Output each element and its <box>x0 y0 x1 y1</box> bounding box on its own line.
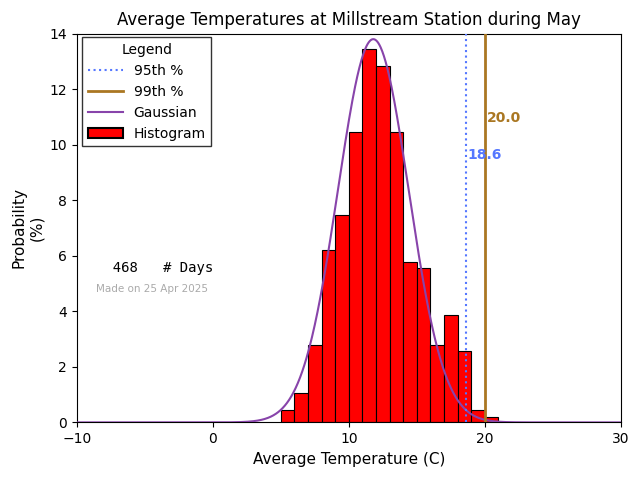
Bar <box>294 393 308 422</box>
Bar <box>458 351 471 422</box>
Legend: 95th %, 99th %, Gaussian, Histogram: 95th %, 99th %, Gaussian, Histogram <box>82 37 211 146</box>
Bar <box>403 262 417 422</box>
Text: 20.0: 20.0 <box>487 111 521 125</box>
Bar <box>444 315 458 422</box>
Text: 468   # Days: 468 # Days <box>96 261 213 275</box>
X-axis label: Average Temperature (C): Average Temperature (C) <box>253 452 445 467</box>
Text: 18.6: 18.6 <box>468 147 502 162</box>
Y-axis label: Probability
(%): Probability (%) <box>12 188 44 268</box>
Bar <box>390 132 403 422</box>
Title: Average Temperatures at Millstream Station during May: Average Temperatures at Millstream Stati… <box>117 11 580 29</box>
Bar <box>471 410 485 422</box>
Text: Made on 25 Apr 2025: Made on 25 Apr 2025 <box>96 284 208 294</box>
Bar <box>417 268 431 422</box>
Bar <box>335 215 349 422</box>
Bar <box>322 250 335 422</box>
Bar <box>281 410 294 422</box>
Bar <box>376 66 390 422</box>
Bar <box>362 48 376 422</box>
Bar <box>308 345 322 422</box>
Bar <box>485 417 499 422</box>
Bar <box>431 345 444 422</box>
Bar <box>349 132 362 422</box>
